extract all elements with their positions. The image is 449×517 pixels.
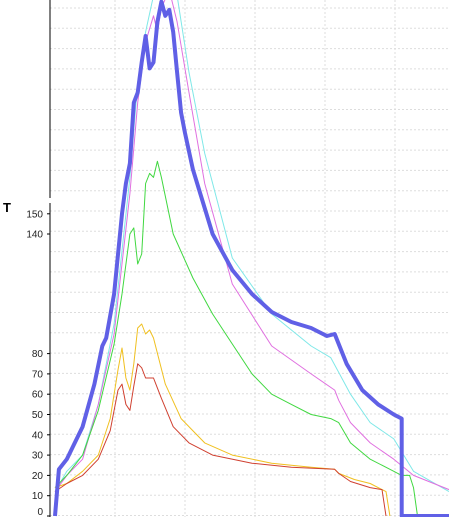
y-tick-label: 30 bbox=[32, 451, 44, 462]
y-axis-label: T bbox=[3, 200, 11, 215]
y-tick-label: 50 bbox=[32, 410, 44, 421]
grid-lines bbox=[50, 0, 449, 517]
y-tick-label: 20 bbox=[32, 471, 44, 482]
y-tick-label: 0 bbox=[37, 507, 43, 517]
y-tick-label: 70 bbox=[32, 369, 44, 380]
series-line-5 bbox=[54, 363, 387, 517]
y-tick-labels: 0 10 20 30 40 50 60 70 80 140 150 bbox=[26, 209, 50, 517]
y-tick-label: 60 bbox=[32, 390, 44, 401]
series-line-6 bbox=[53, 0, 449, 517]
y-tick-label: 150 bbox=[26, 209, 43, 220]
y-tick-label: 10 bbox=[32, 491, 44, 502]
series-line-1 bbox=[54, 0, 449, 493]
series-line-3 bbox=[54, 160, 418, 517]
series-lines bbox=[53, 0, 449, 517]
y-tick-label: 40 bbox=[32, 430, 44, 441]
series-line-2 bbox=[54, 0, 449, 492]
y-tick-label: 80 bbox=[32, 349, 44, 360]
y-tick-label: 140 bbox=[26, 230, 43, 241]
